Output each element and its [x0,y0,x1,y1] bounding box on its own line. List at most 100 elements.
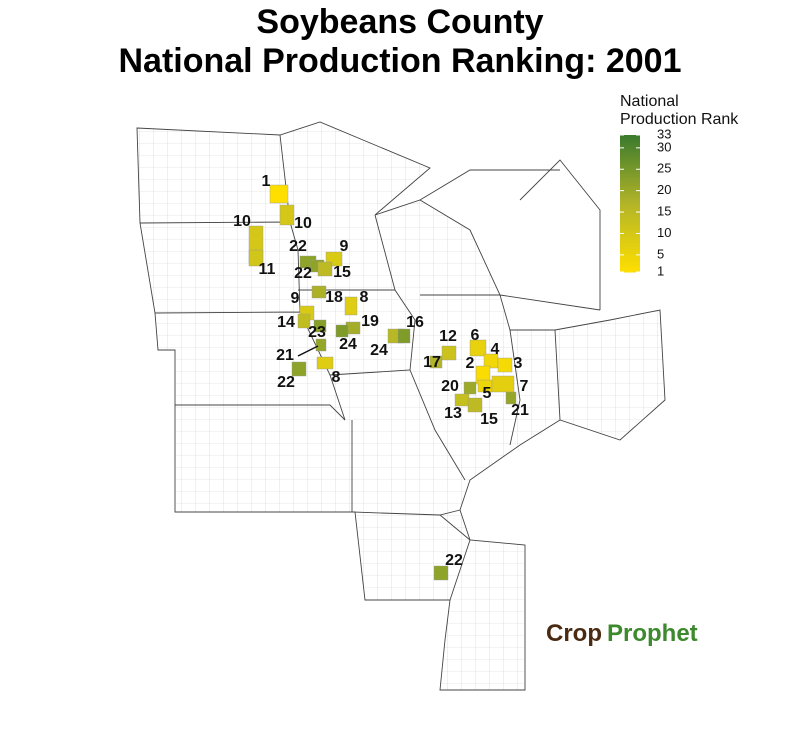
legend-swatch [620,198,640,202]
legend-swatch [620,180,640,184]
rank-label: 17 [423,354,441,371]
legend-swatch [620,262,640,266]
rank-label: 10 [294,215,312,232]
rank-label: 20 [441,378,459,395]
legend-swatch [620,205,640,209]
legend-swatch [620,233,640,236]
rank-label: 18 [325,289,343,306]
legend-swatch [620,187,640,191]
legend-swatch [620,258,640,262]
title-line: Soybeans County [256,3,543,41]
county [311,285,327,299]
rank-label: 5 [483,385,492,402]
rank-label: 3 [514,355,523,372]
legend-swatch [620,146,640,150]
legend-swatch [620,256,640,259]
legend-swatch [620,173,640,177]
rank-label: 22 [294,265,312,282]
legend-swatch [620,155,640,159]
legend-swatch [620,194,640,198]
legend-swatch [620,160,640,163]
rank-label: 12 [439,328,457,345]
legend-tick-label: 25 [657,161,671,176]
legend-swatch [620,148,640,152]
county [297,313,311,329]
legend-swatch [620,203,640,207]
county [269,184,289,204]
rank-label: 6 [471,327,480,344]
legend-swatch [620,182,640,186]
legend-swatch [620,269,640,273]
rank-label: 23 [308,324,326,341]
rank-label: 2 [466,355,475,372]
legend-tick-label: 10 [657,225,671,240]
rank-label: 22 [445,552,463,569]
legend-tick-label: 30 [657,139,671,154]
legend-swatch [620,249,640,252]
county [463,381,477,395]
rank-label: 15 [333,264,351,281]
county [397,328,411,344]
county [248,249,264,267]
rank-label: 1 [262,173,271,190]
legend-swatch [620,265,640,268]
legend-swatch [620,171,640,175]
legend-swatch [620,251,640,255]
rank-label: 8 [332,369,341,386]
legend-swatch [620,212,640,216]
rank-label: 10 [233,213,251,230]
legend-swatch [620,235,640,239]
rank-label: 4 [491,341,500,358]
logo-text: Prophet [607,620,698,647]
rank-label: 9 [340,238,349,255]
legend-swatch [620,137,640,141]
legend-swatch [620,237,640,241]
legend-swatch [620,189,640,193]
legend-swatch [620,162,640,166]
legend-swatch [620,201,640,204]
county-marks [248,184,517,581]
legend-swatch [620,224,640,227]
rank-label: 9 [291,290,300,307]
legend-tick-label: 15 [657,204,671,219]
legend-swatch [620,253,640,257]
county [441,345,457,361]
legend-swatch [620,221,640,225]
county [469,339,487,357]
rank-label: 19 [361,313,379,330]
rank-label: 13 [444,405,462,422]
county [335,324,349,338]
rank-label: 21 [511,402,529,419]
rank-label: 22 [289,238,307,255]
logo-text: Crop [546,620,602,647]
rank-label: 8 [360,289,369,306]
rank-label: 14 [277,314,295,331]
rank-label: 7 [520,378,529,395]
legend-swatch [620,208,640,211]
legend-swatch [620,135,640,138]
legend-title: National [620,93,679,110]
legend-swatch [620,164,640,168]
legend-swatch [620,169,640,173]
county [497,357,513,373]
rank-label: 24 [370,342,388,359]
rank-label: 22 [277,374,295,391]
county [313,319,327,333]
rank-label: 21 [276,347,294,364]
rank-label: 15 [480,411,498,428]
county [467,397,483,413]
county [491,375,515,393]
county [429,355,443,369]
county [344,296,358,316]
legend-swatch [620,246,640,250]
legend-swatch [620,141,640,145]
legend-swatch [620,260,640,264]
legend-swatch [620,242,640,246]
legend-swatch [620,240,640,243]
legend-swatch [620,139,640,143]
legend-title: Production Rank [620,111,739,128]
legend-swatch [620,166,640,170]
county [279,204,295,226]
